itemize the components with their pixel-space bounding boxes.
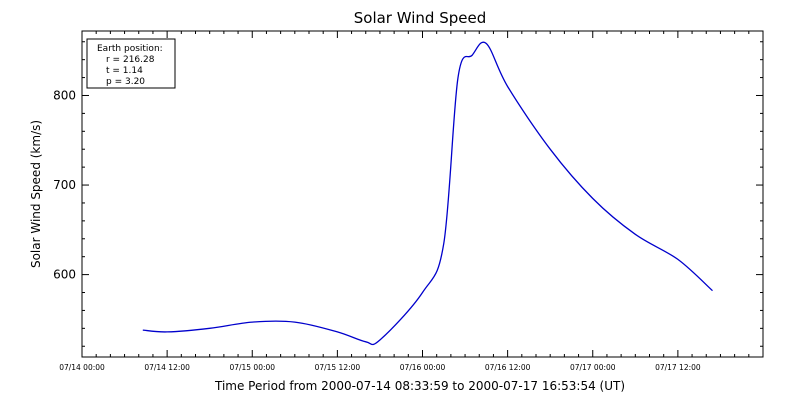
- x-tick-label: 07/15 00:00: [229, 363, 275, 372]
- series-line: [142, 41, 713, 346]
- y-tick-label: 600: [53, 268, 76, 282]
- x-tick-label: 07/16 00:00: [400, 363, 446, 372]
- y-tick-label: 700: [53, 178, 76, 192]
- legend-line-p: p = 3.20: [106, 77, 145, 87]
- legend-title: Earth position:: [97, 44, 163, 54]
- x-tick-label: 07/16 12:00: [485, 363, 531, 372]
- x-tick-label: 07/15 12:00: [315, 363, 361, 372]
- plot-frame: [81, 30, 764, 358]
- chart-title: Solar Wind Speed: [354, 9, 486, 27]
- x-tick-label: 07/14 12:00: [144, 363, 190, 372]
- x-tick-label: 07/17 00:00: [570, 363, 616, 372]
- x-tick-label: 07/17 12:00: [655, 363, 701, 372]
- x-axis-ticks: 07/14 00:00 07/14 12:00 07/15 00:00 07/15 1…: [59, 31, 764, 372]
- y-axis-ticks: 600 700 800: [53, 41, 763, 347]
- y-tick-label: 800: [53, 88, 76, 102]
- x-tick-label: 07/14 00:00: [59, 363, 105, 372]
- legend-line-r: r = 216.28: [106, 55, 155, 65]
- legend-box: Earth position: r = 216.28 t = 1.14 p = …: [86, 38, 176, 89]
- y-axis-label: Solar Wind Speed (km/s): [29, 120, 43, 268]
- x-axis-label: Time Period from 2000-07-14 08:33:59 to …: [214, 379, 625, 393]
- legend-line-t: t = 1.14: [106, 66, 143, 76]
